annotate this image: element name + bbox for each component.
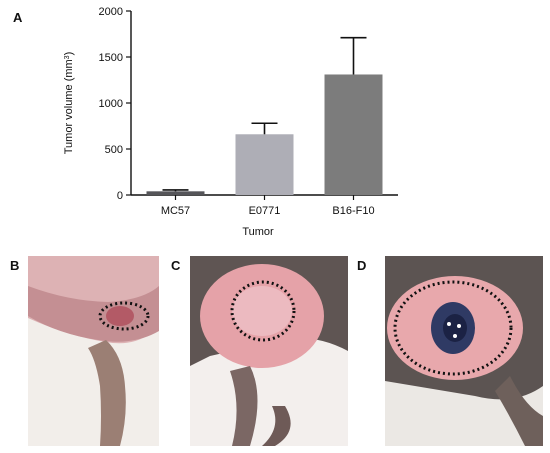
skin-fold-shape <box>28 286 159 342</box>
photo-d-b16-f10-tumor <box>385 256 543 446</box>
x-tick-label: E0771 <box>249 205 281 217</box>
x-ticks: MC57 E0771 B16-F10 <box>161 195 375 217</box>
tumor-highlight-c <box>232 286 292 336</box>
bars <box>146 36 383 195</box>
tail-shape-c <box>262 406 291 446</box>
glare-spot-d <box>447 322 451 326</box>
panel-label-d: D <box>357 258 367 273</box>
y-axis-label-prefix: Tumor volume (mm <box>63 59 75 154</box>
x-tick-label: MC57 <box>161 205 190 217</box>
y-tick-label: 500 <box>105 144 123 156</box>
y-tick-label: 1000 <box>99 98 123 110</box>
tumor-pigment-core-d <box>443 314 467 342</box>
y-ticks: 0 500 1000 1500 2000 <box>99 6 131 202</box>
y-axis-label-sup: 3 <box>64 55 71 59</box>
y-axis-label-suffix: ) <box>63 52 75 56</box>
x-tick-label: B16-F10 <box>332 205 374 217</box>
dotted-circle-b <box>98 301 150 331</box>
dotted-circle-c <box>230 280 296 342</box>
photo-c-e0771-tumor <box>190 256 348 446</box>
glare-spot-d <box>457 324 461 328</box>
photo-b-mouse-leg-tumor <box>28 256 159 446</box>
y-tick-label: 0 <box>117 190 123 202</box>
bar-mc57 <box>146 191 205 195</box>
bar-e0771 <box>235 134 294 195</box>
bar-b16-f10 <box>324 74 383 195</box>
hind-leg-shape-c <box>230 366 258 446</box>
panel-label-c: C <box>171 258 181 273</box>
hind-leg-shape-d <box>495 376 543 446</box>
y-axis-label: Tumor volume (mm3) <box>63 52 75 155</box>
y-tick-label: 1500 <box>99 52 123 64</box>
tumor-mass-b <box>106 306 134 326</box>
x-axis-label: Tumor <box>242 226 274 238</box>
panel-label-b: B <box>10 258 20 273</box>
glare-spot-d <box>453 334 457 338</box>
tumor-volume-bar-chart: 0 500 1000 1500 2000 MC57 E0771 B16-F10 Tumor … <box>63 6 398 238</box>
y-tick-label: 2000 <box>99 6 123 18</box>
dotted-circle-d <box>393 280 513 376</box>
hind-leg-shape <box>88 340 126 446</box>
panel-label-a: A <box>13 10 23 25</box>
